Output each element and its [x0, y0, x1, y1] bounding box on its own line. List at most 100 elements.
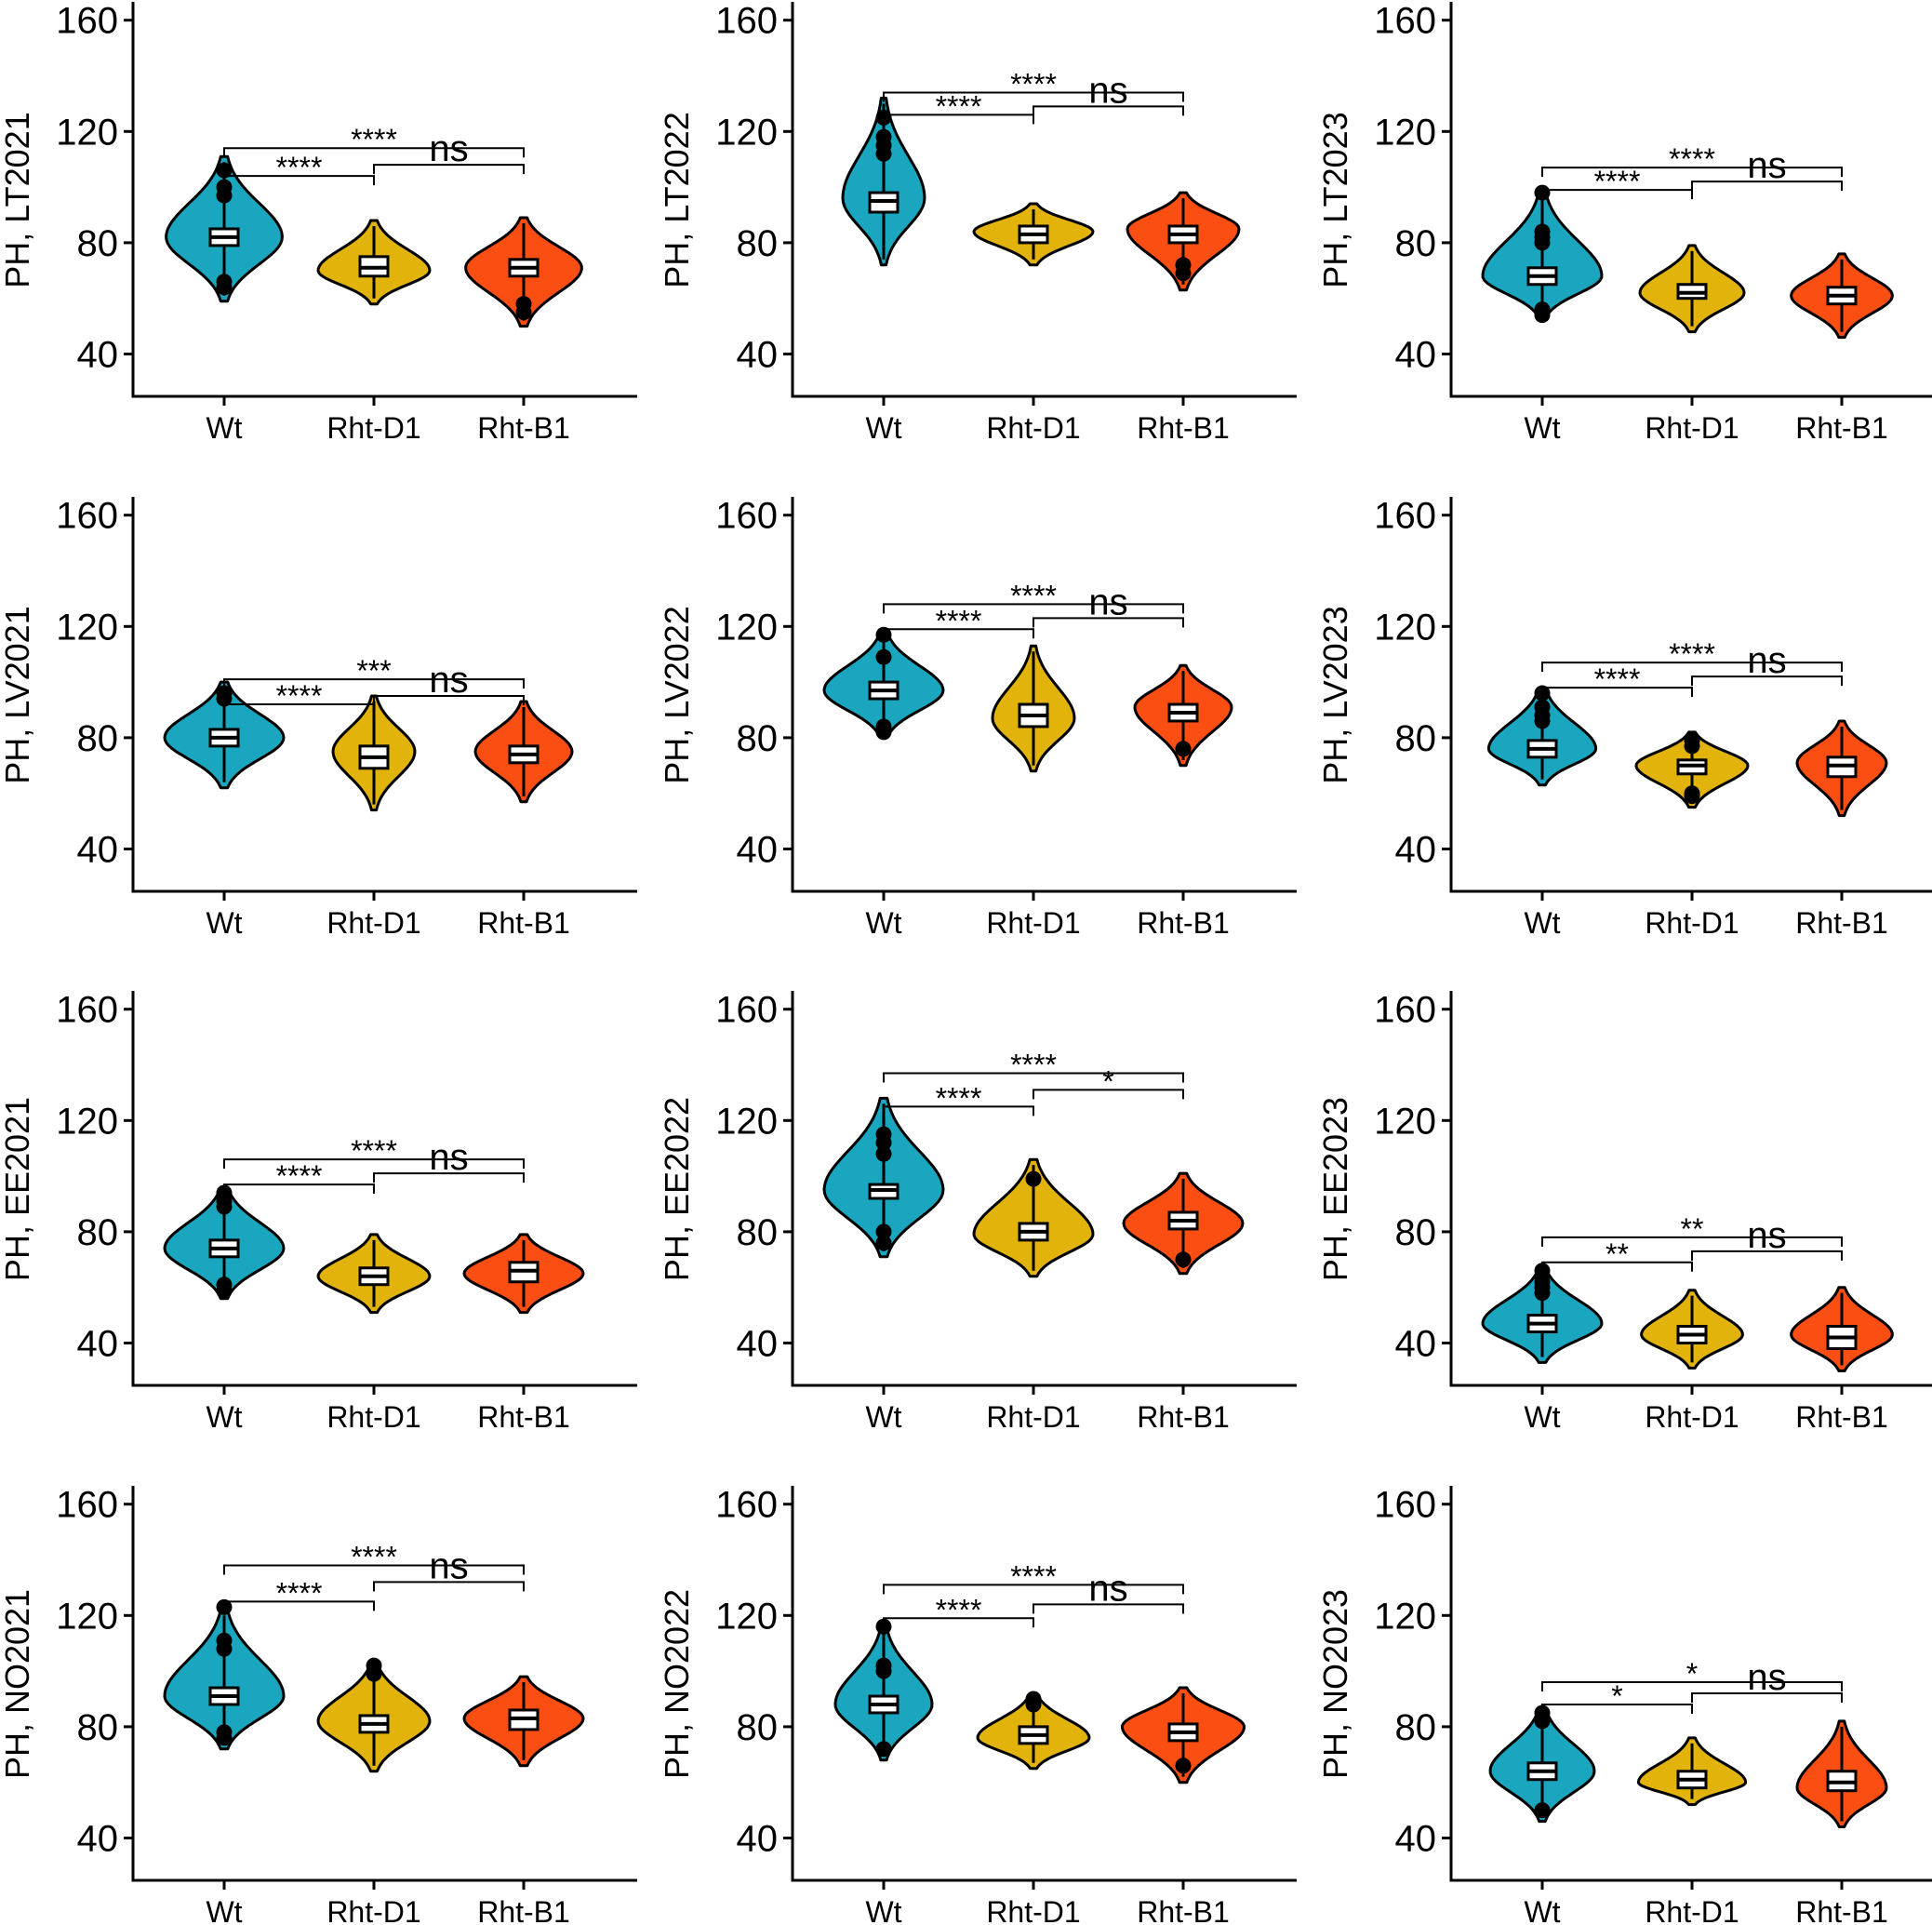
y-tick-label: 40 [737, 335, 779, 376]
y-tick-label: 40 [1395, 830, 1437, 871]
outlier-point [1175, 741, 1192, 757]
y-axis-title: PH, LV2022 [658, 606, 696, 783]
violin-rht-d1 [972, 1157, 1095, 1278]
y-tick-label: 160 [56, 1485, 118, 1526]
y-axis-title: PH, NO2021 [0, 1589, 36, 1779]
x-tick-label: Rht-B1 [1795, 1400, 1888, 1434]
x-tick-label: Rht-D1 [986, 1400, 1080, 1434]
bracket-line [883, 603, 1184, 614]
y-tick-label: 40 [737, 1324, 779, 1365]
significance-label: ns [1747, 1215, 1786, 1256]
bracket-line [883, 1105, 1034, 1116]
significance-bracket: **** [883, 1559, 1184, 1595]
x-tick-label: Rht-D1 [986, 1895, 1080, 1925]
violin-wt [1486, 685, 1598, 787]
y-tick-label: 160 [715, 496, 778, 537]
bracket-line [1541, 167, 1843, 178]
y-tick-label: 40 [737, 830, 779, 871]
panel-ph-lv2023: 40 80 120 160 PH, LV2023 Wt Rht-D1 Rht-B1 **** **… [1316, 496, 1932, 940]
panel-ph-no2022: 40 80 120 160 PH, NO2022 Wt Rht-D1 Rht-B1 **** **… [658, 1485, 1297, 1925]
y-axis-title: PH, EE2023 [1316, 1097, 1354, 1281]
x-tick-label: Rht-B1 [477, 1400, 570, 1434]
outlier-point [515, 296, 532, 313]
bracket-line [223, 175, 375, 186]
violin-rht-d1 [316, 1233, 432, 1315]
bracket-line [1541, 189, 1693, 200]
significance-label: **** [276, 679, 323, 713]
outlier-point [875, 1145, 892, 1162]
panel-ph-ee2021: 40 80 120 160 PH, EE2021 Wt Rht-D1 Rht-B1 **** **… [0, 990, 637, 1434]
outlier-point [1534, 699, 1551, 715]
outlier-point [875, 1657, 892, 1674]
violin-rht-b1 [1121, 1686, 1246, 1785]
violin-wt [1481, 184, 1604, 324]
y-tick-label: 80 [737, 1707, 779, 1748]
y-axis-title: PH, EE2022 [658, 1097, 696, 1281]
y-tick-label: 80 [1395, 718, 1437, 759]
y-axis-title: PH, LT2022 [658, 112, 696, 287]
significance-bracket: * [1541, 1657, 1843, 1692]
y-tick-label: 120 [56, 1596, 118, 1637]
significance-label: ns [429, 1137, 468, 1178]
significance-bracket: **** [883, 89, 1034, 125]
significance-label: ns [429, 660, 468, 701]
outlier-point [216, 1724, 233, 1741]
y-tick-label: 80 [1395, 1212, 1437, 1253]
outlier-point [1534, 1802, 1551, 1819]
significance-bracket: **** [223, 1134, 525, 1170]
significance-label: **** [351, 1540, 397, 1573]
panel-ph-lt2023: 40 80 120 160 PH, LT2023 Wt Rht-D1 Rht-B1 **** **… [1316, 1, 1932, 445]
bracket-line [883, 628, 1034, 639]
x-tick-label: Rht-B1 [1137, 1895, 1230, 1925]
bracket-line [883, 114, 1034, 125]
y-axis-title: PH, NO2022 [658, 1589, 696, 1779]
significance-bracket: ns [1691, 640, 1843, 687]
x-tick-label: Wt [206, 411, 242, 445]
outlier-point [1025, 1691, 1042, 1707]
significance-label: **** [936, 604, 982, 637]
violin-rht-b1 [1133, 663, 1233, 768]
significance-label: **** [276, 151, 323, 184]
significance-bracket: ns [373, 128, 525, 175]
outlier-point [1684, 785, 1700, 802]
y-tick-label: 120 [715, 1101, 778, 1142]
significance-label: **** [1010, 1559, 1057, 1593]
significance-bracket: ns [373, 660, 525, 706]
significance-label: **** [276, 1576, 323, 1610]
panel-ph-ee2023: 40 80 120 160 PH, EE2023 Wt Rht-D1 Rht-B1 ** ** ns [1316, 990, 1932, 1434]
violin-rht-b1 [473, 700, 574, 804]
y-axis-title: PH, LV2021 [0, 606, 36, 783]
bracket-line [1541, 1703, 1693, 1714]
violin-wt [1488, 1704, 1596, 1824]
y-axis-title: PH, LT2023 [1316, 112, 1354, 287]
significance-label: ns [1747, 640, 1786, 681]
y-tick-label: 120 [715, 112, 778, 153]
y-tick-label: 40 [77, 830, 119, 871]
violin-rht-d1 [1638, 244, 1746, 334]
x-tick-label: Rht-D1 [326, 1400, 420, 1434]
y-tick-label: 120 [56, 1101, 118, 1142]
significance-label: ns [429, 1545, 468, 1586]
x-tick-label: Rht-B1 [477, 906, 570, 940]
outlier-point [216, 1632, 233, 1649]
outlier-point [1025, 1170, 1042, 1187]
outlier-point [875, 1741, 892, 1758]
outlier-point [875, 648, 892, 665]
significance-label: **** [1594, 165, 1641, 198]
bracket-line [1691, 1250, 1843, 1261]
violin-rht-b1 [1122, 1171, 1245, 1276]
significance-bracket: **** [223, 679, 375, 715]
significance-bracket: **** [883, 67, 1184, 102]
y-tick-label: 160 [1374, 990, 1436, 1031]
y-tick-label: 120 [56, 607, 118, 648]
x-tick-label: Wt [206, 906, 242, 940]
outlier-point [1175, 1758, 1192, 1774]
x-tick-label: Rht-D1 [326, 1895, 420, 1925]
bracket-line [223, 1183, 375, 1195]
y-tick-label: 120 [1374, 1596, 1436, 1637]
y-tick-label: 120 [1374, 112, 1436, 153]
y-axis-title: PH, NO2023 [1316, 1589, 1354, 1779]
x-tick-label: Wt [206, 1400, 242, 1434]
y-tick-label: 80 [77, 223, 119, 264]
